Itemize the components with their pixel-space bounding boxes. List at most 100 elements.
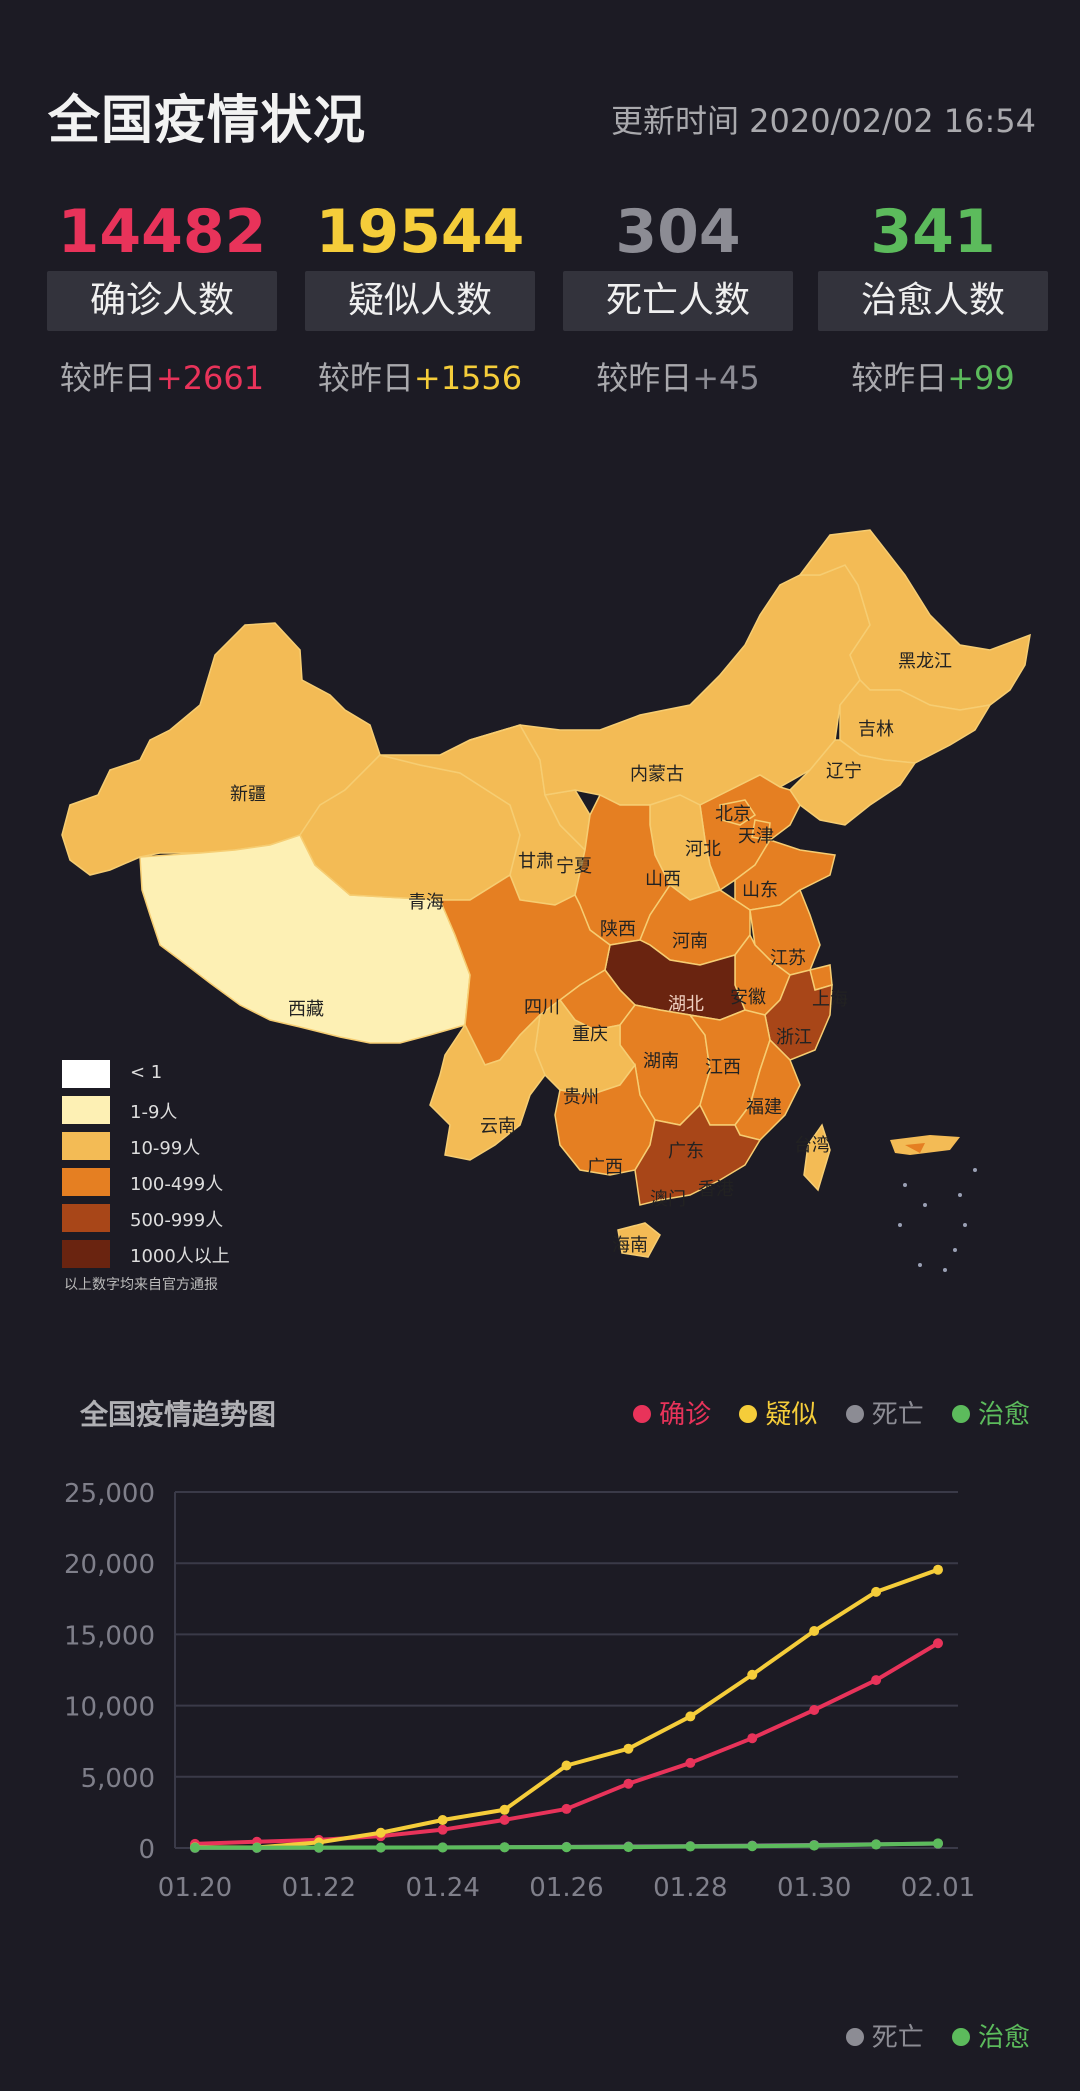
legend-label: 500-999人 (130, 1210, 224, 1231)
region-beijing[interactable] (719, 799, 757, 826)
label-xianggang: 香港 (698, 1179, 734, 1200)
data-point (871, 1839, 882, 1850)
map-labels: 黑龙江 吉林 辽宁 内蒙古 新疆 北京 天津 河北 宁夏 甘肃 青海 山西 山东… (230, 651, 952, 1256)
legend-dot-cured (951, 1404, 970, 1423)
label-hunan: 湖南 (643, 1051, 679, 1072)
region-guangdong[interactable] (634, 1103, 762, 1206)
x-tick-label: 01.28 (653, 1873, 727, 1903)
legend-swatch (62, 1060, 110, 1088)
delta-value: +1556 (413, 359, 523, 397)
data-point (437, 1815, 448, 1826)
data-point (375, 1842, 386, 1853)
label-qinghai: 青海 (408, 892, 444, 913)
stat-label: 死亡人数 (563, 271, 793, 331)
inset-coast-red (905, 1143, 925, 1153)
label-shanghai: 上海 (812, 989, 848, 1010)
china-map[interactable]: 黑龙江 吉林 辽宁 内蒙古 新疆 北京 天津 河北 宁夏 甘肃 青海 山西 山东… (0, 505, 1080, 1305)
x-tick-label: 01.24 (405, 1873, 479, 1903)
delta-value: +99 (947, 359, 1015, 397)
legend-suspected[interactable]: 疑似 (765, 1400, 818, 1430)
data-point (685, 1711, 696, 1722)
stat-label: 确诊人数 (47, 271, 277, 331)
legend-swatch (62, 1204, 110, 1232)
label-fujian: 福建 (746, 1097, 782, 1118)
label-hainan: 海南 (612, 1235, 648, 1256)
data-point (747, 1841, 758, 1852)
stat-delta: 较昨日+1556 (305, 353, 535, 399)
data-point (809, 1704, 820, 1715)
stat-cured[interactable]: 341 治愈人数 较昨日+99 (818, 195, 1048, 399)
delta-prefix: 较昨日 (317, 359, 414, 397)
trend-chart: 0 5,000 10,000 15,000 20,000 25,000 01.20 01.22… (64, 1479, 975, 1903)
data-point (561, 1842, 572, 1853)
data-point (375, 1827, 386, 1838)
stat-deaths[interactable]: 304 死亡人数 较昨日+45 (563, 195, 793, 399)
y-tick-label: 0 (138, 1835, 155, 1865)
label-gansu: 甘肃 (518, 851, 554, 872)
page-title: 全国疫情状况 (48, 91, 367, 151)
legend-confirmed[interactable]: 确诊 (659, 1400, 712, 1430)
stat-number: 304 (615, 197, 741, 267)
data-point (933, 1564, 943, 1575)
data-point (871, 1675, 882, 1686)
trend-legend: 确诊 疑似 死亡 治愈 (613, 1394, 1030, 1431)
legend-label: < 1 (130, 1062, 163, 1083)
region-taiwan[interactable] (803, 1123, 831, 1192)
label-aomen: 澳门 (650, 1189, 686, 1210)
legend-swatch (62, 1240, 110, 1268)
label-tianjin: 天津 (738, 826, 774, 847)
inset-coast (890, 1135, 960, 1155)
map-regions (61, 529, 1031, 1272)
data-point (747, 1733, 758, 1744)
x-tick-label: 01.26 (529, 1873, 603, 1903)
region-xinjiang[interactable] (61, 622, 381, 876)
stat-suspected[interactable]: 19544 疑似人数 较昨日+1556 (305, 195, 535, 399)
legend-cured[interactable]: 治愈 (977, 1400, 1030, 1430)
legend-dot-confirmed (633, 1404, 652, 1423)
stat-number: 14482 (57, 197, 267, 267)
region-hainan[interactable] (617, 1222, 661, 1258)
label-shandong: 山东 (742, 880, 778, 901)
bottom-legend-dot-cured (951, 2027, 970, 2046)
label-ningxia: 宁夏 (556, 856, 592, 877)
y-tick-label: 20,000 (64, 1550, 155, 1580)
region-yunnan[interactable] (429, 1012, 546, 1161)
bottom-legend-deaths[interactable]: 死亡 (871, 2023, 924, 2053)
stat-delta: 较昨日+2661 (47, 353, 277, 399)
bottom-legend-dot-deaths (845, 2027, 864, 2046)
legend-note: 以上数字均来自官方通报 (64, 1277, 218, 1293)
delta-value: +45 (692, 359, 760, 397)
x-tick-label: 01.20 (158, 1873, 232, 1903)
data-point (685, 1841, 696, 1852)
data-point (747, 1669, 758, 1680)
data-point (561, 1803, 572, 1814)
label-guizhou: 贵州 (563, 1087, 599, 1108)
region-xizang[interactable] (139, 834, 471, 1044)
label-hubei: 湖北 (668, 994, 704, 1015)
x-tick-label: 01.30 (777, 1873, 851, 1903)
label-shaanxi: 陕西 (600, 919, 636, 940)
stats-row: 14482 确诊人数 较昨日+2661 19544 疑似人数 较昨日+1556 … (0, 195, 1080, 397)
data-point (623, 1743, 634, 1754)
legend-swatch (62, 1132, 110, 1160)
stat-confirmed[interactable]: 14482 确诊人数 较昨日+2661 (47, 195, 277, 399)
bottom-legend-cured[interactable]: 治愈 (977, 2023, 1030, 2053)
legend-deaths[interactable]: 死亡 (871, 1400, 924, 1430)
data-point (623, 1778, 634, 1789)
stat-delta: 较昨日+45 (563, 353, 793, 399)
legend-label: 1-9人 (130, 1102, 178, 1123)
legend-label: 1000人以上 (130, 1246, 230, 1267)
data-point (623, 1842, 634, 1853)
region-tianjin[interactable] (751, 819, 771, 841)
delta-prefix: 较昨日 (59, 359, 156, 397)
label-anhui: 安徽 (730, 987, 766, 1008)
data-point (933, 1838, 943, 1849)
data-point (499, 1804, 510, 1815)
y-tick-label: 5,000 (81, 1764, 155, 1794)
legend-label: 100-499人 (130, 1174, 224, 1195)
data-point (809, 1840, 820, 1851)
label-guangxi: 广西 (587, 1157, 623, 1178)
data-point (251, 1842, 262, 1853)
data-point (313, 1842, 324, 1853)
label-henan: 河南 (672, 931, 708, 952)
